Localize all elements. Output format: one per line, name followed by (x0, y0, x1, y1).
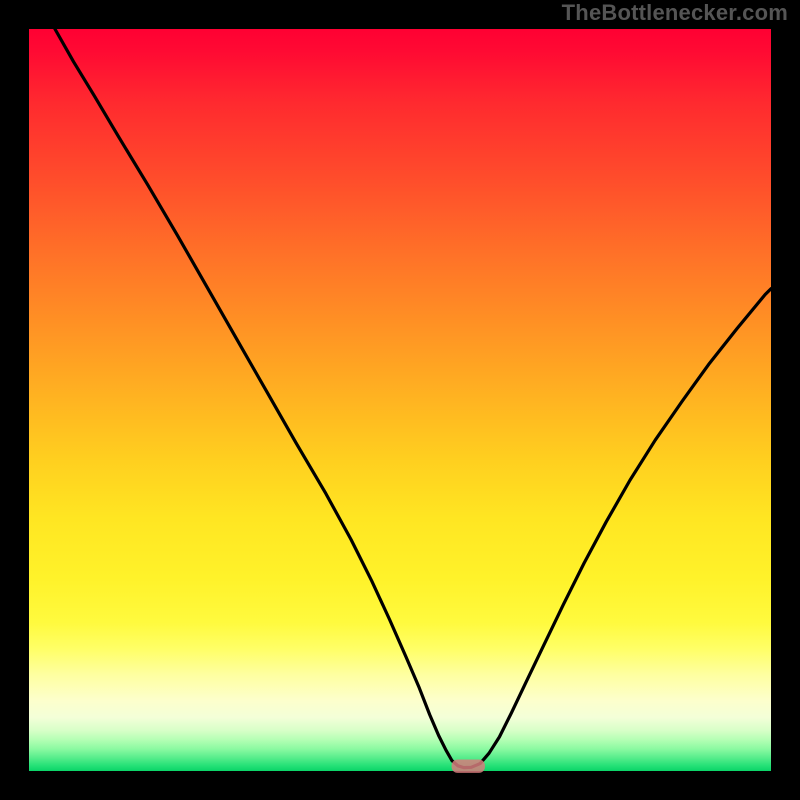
chart-stage: TheBottlenecker.com (0, 0, 800, 800)
optimum-marker (452, 760, 485, 773)
watermark-label: TheBottlenecker.com (562, 0, 788, 26)
bottleneck-chart (0, 0, 800, 800)
chart-background (29, 29, 771, 771)
